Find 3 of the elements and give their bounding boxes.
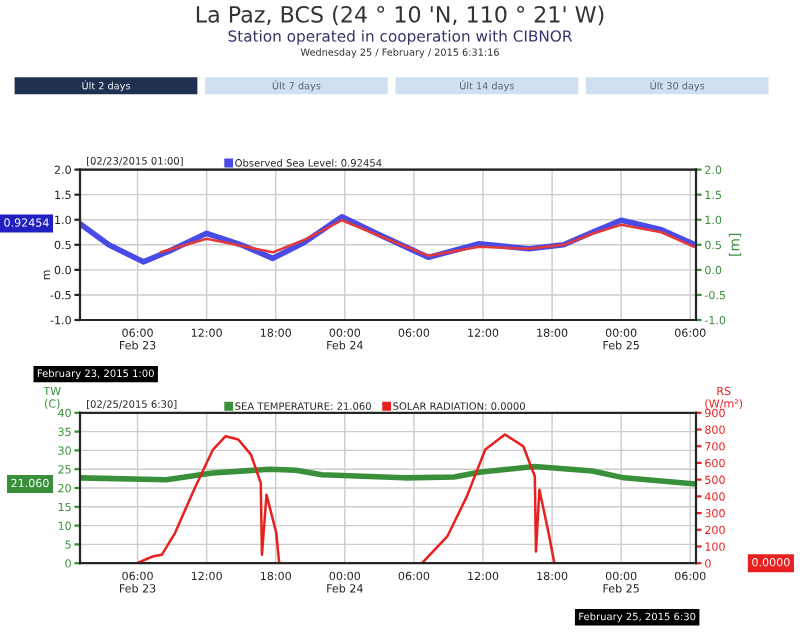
line-series: [159, 218, 696, 258]
line-series: [80, 463, 696, 487]
text: La Paz, BCS (24 ° 10 'N, 110 ° 21' W): [196, 5, 604, 26]
